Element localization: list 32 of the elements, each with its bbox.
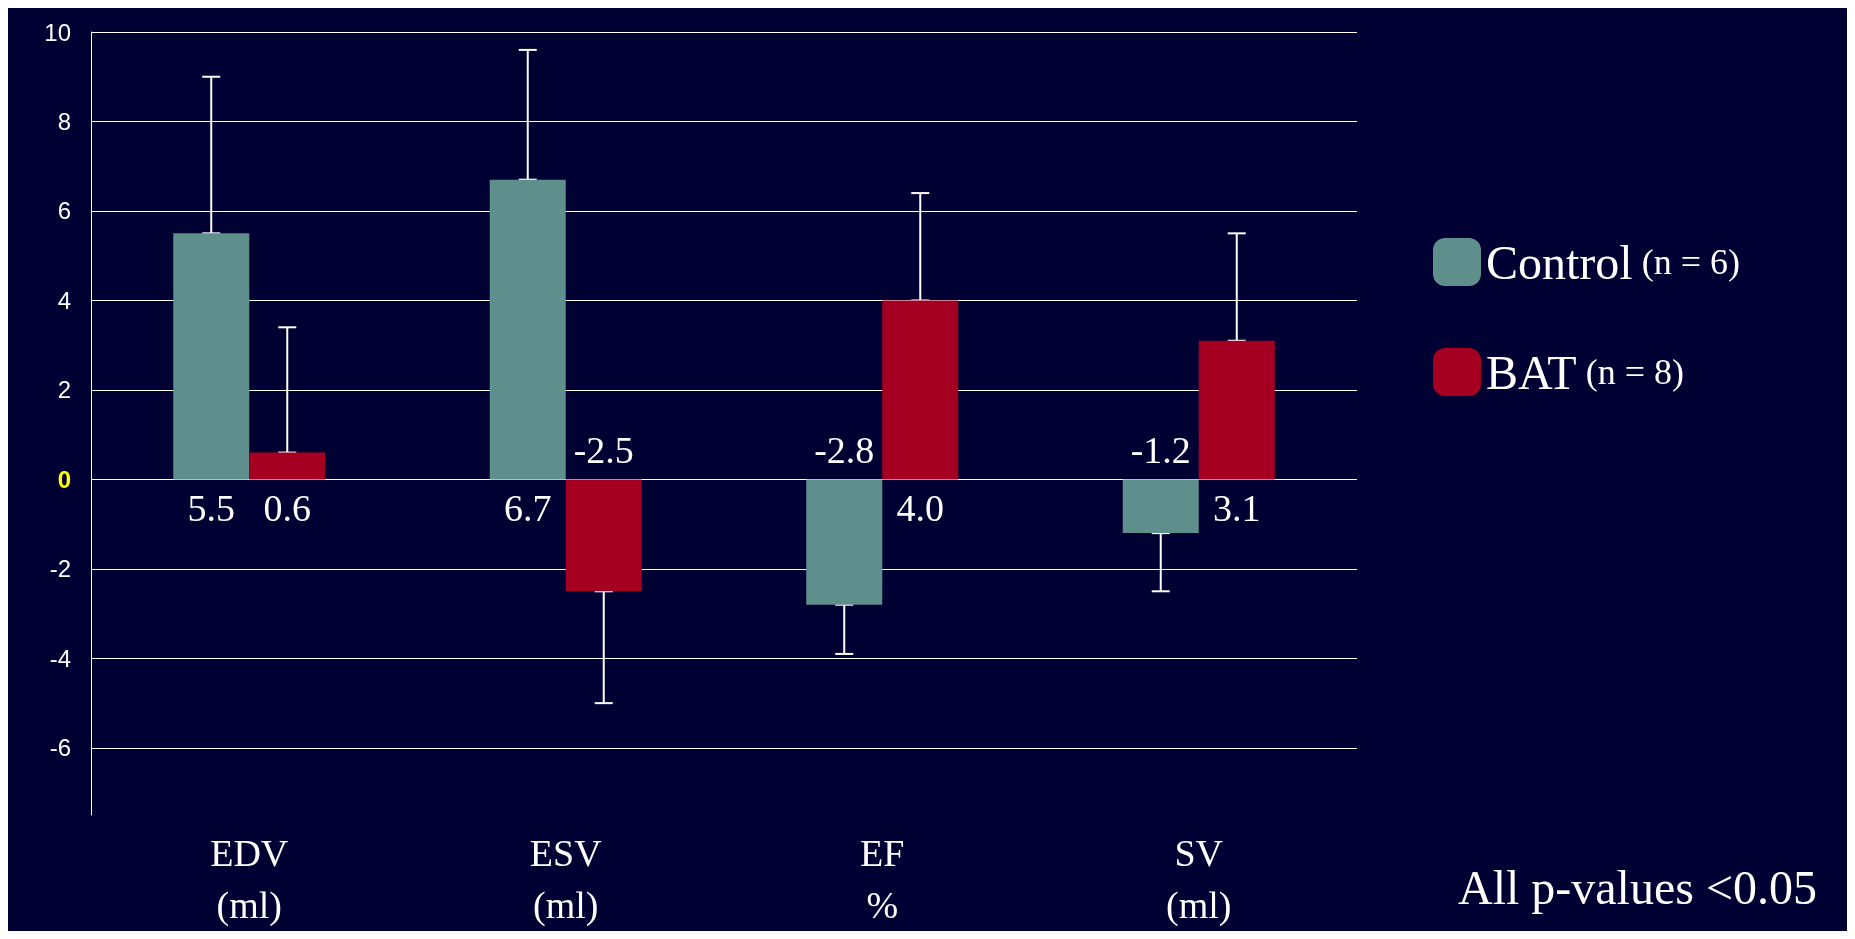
data-label: -1.2 [1130, 429, 1191, 472]
data-label: 3.1 [1213, 487, 1261, 530]
x-tick-label: EF % [860, 832, 905, 926]
y-tick-label: 2 [57, 376, 71, 404]
y-tick-label: 4 [57, 286, 71, 314]
bar [173, 233, 250, 480]
data-label: 5.5 [187, 487, 235, 530]
bar [1122, 479, 1199, 534]
data-label: 0.6 [263, 487, 311, 530]
bar [806, 479, 883, 605]
y-tick-label: -2 [49, 555, 71, 583]
bar [1198, 340, 1275, 480]
bar [565, 479, 642, 592]
y-tick-label: 0 [57, 465, 71, 493]
bar [882, 300, 959, 480]
y-tick-label: 10 [44, 18, 71, 46]
data-label: 6.7 [504, 487, 552, 530]
bar [489, 179, 566, 480]
x-tick-label: ESV (ml) [529, 832, 603, 927]
bar [249, 452, 326, 480]
y-tick-label: -6 [49, 734, 71, 762]
x-tick-label: EDV (ml) [210, 832, 289, 927]
y-tick-label: -4 [49, 644, 71, 672]
data-label: -2.5 [573, 429, 634, 472]
legend-label: BAT (n = 8) [1486, 345, 1684, 399]
text: All p-values <0.05 [1457, 860, 1817, 914]
y-tick-label: 8 [57, 107, 71, 135]
x-tick-label: SV (ml) [1166, 832, 1232, 927]
legend-label: Control (n = 6) [1486, 235, 1740, 289]
data-label: -2.8 [814, 429, 875, 472]
data-label: 4.0 [896, 487, 944, 530]
y-tick-label: 6 [57, 197, 71, 225]
